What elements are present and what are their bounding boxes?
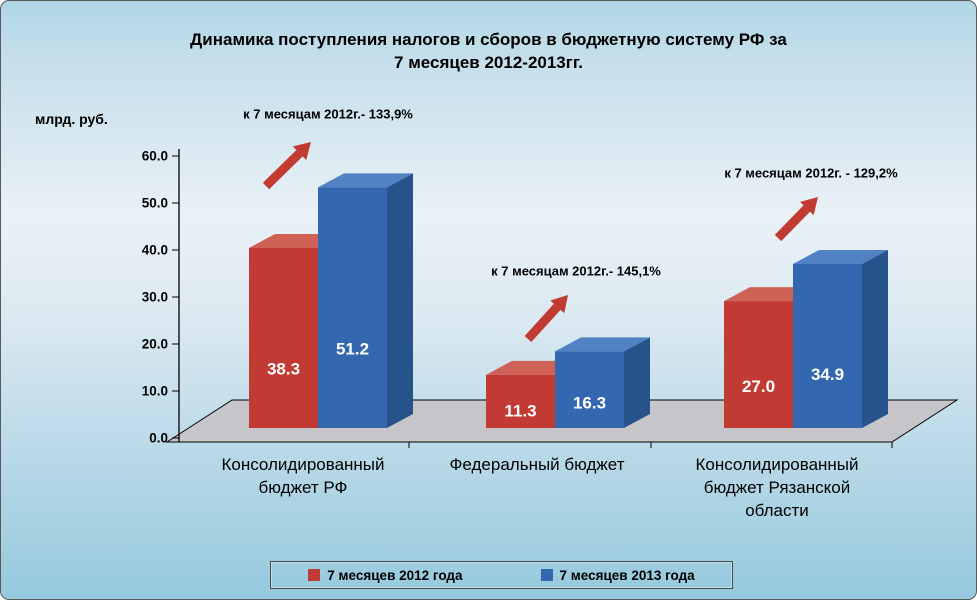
- category-label-ryazan: Консолидированный бюджет Рязанской облас…: [695, 455, 859, 520]
- category-label-federal: Федеральный бюджет: [449, 455, 625, 474]
- growth-annotation-consolidated-rf: к 7 месяцам 2012г.- 133,9%: [243, 106, 413, 122]
- category-label-consolidated-rf: Консолидированный бюджет РФ: [221, 455, 385, 497]
- bar-2013-group-0-side: [387, 173, 413, 428]
- y-axis-tick-label: 20.0: [142, 337, 168, 352]
- y-axis-tick-label: 50.0: [142, 196, 168, 211]
- up-right-arrow-icon-1: [524, 295, 568, 343]
- growth-annotation-ryazan: к 7 месяцам 2012г. - 129,2%: [724, 165, 898, 181]
- legend-label-2013: 7 месяцев 2013 года: [559, 567, 695, 583]
- legend-swatch-2012-icon: [308, 569, 321, 581]
- bar-2013-group-0-value-label: 51.2: [336, 340, 369, 359]
- y-axis-tick-label: 30.0: [142, 290, 168, 305]
- y-axis-label: млрд. руб.: [35, 111, 108, 127]
- bar-2012-group-2: [724, 301, 793, 428]
- y-axis-tick-label: 60.0: [142, 149, 168, 164]
- bar-2012-group-1: [486, 374, 555, 428]
- bar-2013-group-1-value-label: 16.3: [573, 394, 606, 413]
- up-right-arrow-icon-0: [262, 142, 311, 190]
- bar-2012-group-1-value-label: 11.3: [504, 401, 536, 420]
- chart-title-line-1: Динамика поступления налогов и сборов в …: [190, 30, 787, 49]
- legend: 7 месяцев 2012 года 7 месяцев 2013 года: [270, 561, 733, 589]
- bar-2012-group-0: [249, 247, 318, 428]
- growth-annotation-federal: к 7 месяцам 2012г.- 145,1%: [491, 263, 661, 279]
- bar-2012-group-2-value-label: 27.0: [742, 377, 775, 396]
- y-axis-tick-label: 10.0: [142, 384, 168, 399]
- bar-2013-group-1-top: [555, 337, 650, 352]
- chart-title: Динамика поступления налогов и сборов в …: [1, 28, 976, 74]
- legend-swatch-2013-icon: [540, 569, 553, 581]
- bar-2013-group-0: [318, 187, 387, 428]
- y-axis-tick-label: 0.0: [149, 431, 168, 446]
- bar-2013-group-1-side: [624, 337, 650, 428]
- bar-2013-group-1: [555, 351, 624, 428]
- bar-2013-group-2-value-label: 34.9: [811, 365, 844, 384]
- legend-label-2012: 7 месяцев 2012 года: [327, 567, 463, 583]
- chart-title-line-2: 7 месяцев 2012-2013гг.: [394, 53, 583, 72]
- bar-2013-group-2: [793, 263, 862, 428]
- legend-item-2013: 7 месяцев 2013 года: [540, 567, 695, 583]
- up-right-arrow-icon-2: [774, 197, 818, 242]
- bar-2013-group-2-side: [862, 249, 888, 428]
- y-axis-tick-label: 40.0: [142, 243, 168, 258]
- bar-2013-group-2-top: [793, 249, 888, 264]
- bar-2013-group-0-top: [318, 173, 413, 188]
- legend-item-2012: 7 месяцев 2012 года: [308, 567, 463, 583]
- bar-2012-group-0-value-label: 38.3: [267, 360, 300, 379]
